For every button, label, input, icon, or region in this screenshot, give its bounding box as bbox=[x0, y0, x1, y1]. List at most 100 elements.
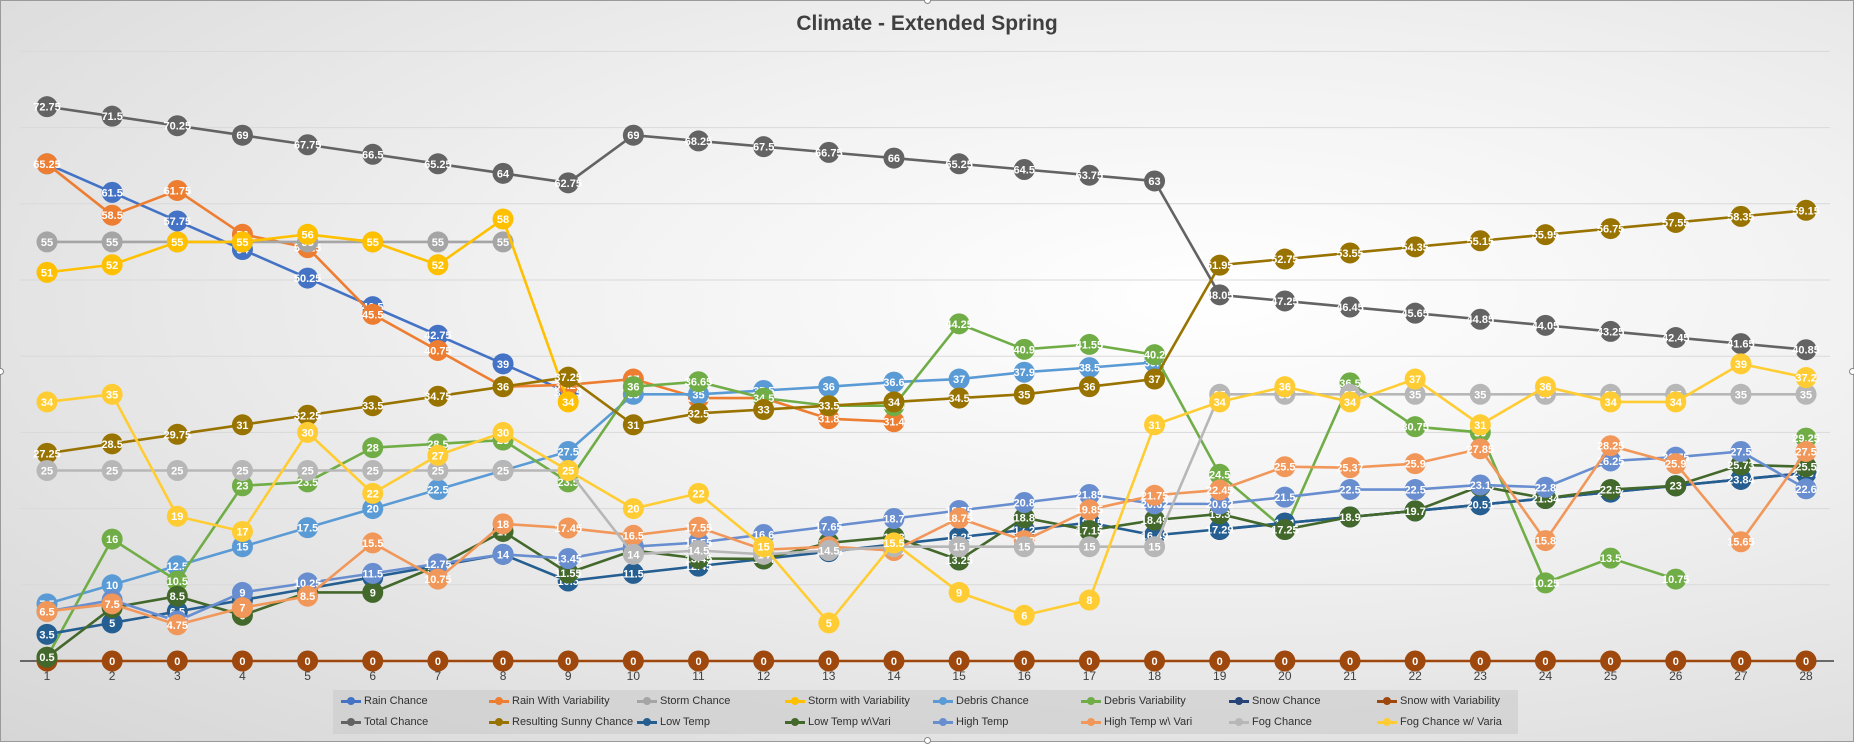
data-point[interactable] bbox=[1339, 457, 1361, 479]
data-point[interactable] bbox=[297, 517, 319, 539]
data-point[interactable] bbox=[753, 136, 775, 158]
data-point[interactable] bbox=[166, 115, 188, 137]
data-point[interactable] bbox=[166, 650, 188, 672]
data-point[interactable] bbox=[688, 482, 709, 504]
data-point[interactable] bbox=[1795, 440, 1817, 462]
data-point[interactable] bbox=[1404, 302, 1426, 324]
data-point[interactable] bbox=[1404, 500, 1426, 522]
data-point[interactable] bbox=[231, 460, 253, 481]
data-point[interactable] bbox=[1404, 479, 1426, 501]
data-point[interactable] bbox=[297, 585, 319, 607]
data-point[interactable] bbox=[557, 391, 579, 413]
data-point[interactable] bbox=[557, 172, 579, 194]
data-point[interactable] bbox=[1730, 353, 1752, 375]
legend-item[interactable]: Low Temp bbox=[637, 716, 710, 728]
data-point[interactable] bbox=[1013, 361, 1035, 383]
data-point[interactable] bbox=[1534, 224, 1556, 246]
data-point[interactable] bbox=[948, 313, 970, 335]
data-point[interactable] bbox=[1730, 468, 1752, 490]
data-point[interactable] bbox=[883, 411, 905, 433]
data-point[interactable] bbox=[1795, 650, 1817, 672]
data-point[interactable] bbox=[948, 581, 970, 603]
data-point[interactable] bbox=[1274, 290, 1296, 312]
data-point[interactable] bbox=[297, 460, 319, 481]
data-point[interactable] bbox=[166, 231, 188, 253]
data-point[interactable] bbox=[1469, 230, 1491, 252]
data-point[interactable] bbox=[622, 543, 644, 565]
data-point[interactable] bbox=[166, 505, 188, 527]
data-point[interactable] bbox=[101, 460, 123, 481]
data-point[interactable] bbox=[1534, 572, 1556, 594]
data-point[interactable] bbox=[166, 179, 188, 201]
data-point[interactable] bbox=[1469, 383, 1491, 405]
data-point[interactable] bbox=[1274, 486, 1296, 508]
data-point[interactable] bbox=[427, 650, 449, 672]
data-point[interactable] bbox=[362, 460, 384, 481]
data-point[interactable] bbox=[1339, 650, 1361, 672]
legend-item[interactable]: Snow Chance bbox=[1229, 695, 1321, 707]
legend-item[interactable]: Resulting Sunny Chance bbox=[489, 716, 633, 728]
data-point[interactable] bbox=[1209, 463, 1231, 485]
legend-item[interactable]: Storm with Variability bbox=[785, 695, 910, 707]
data-point[interactable] bbox=[1078, 333, 1100, 355]
legend-item[interactable]: High Temp w\ Vari bbox=[1081, 716, 1192, 728]
data-point[interactable] bbox=[1600, 320, 1622, 342]
data-point[interactable] bbox=[1144, 414, 1166, 436]
data-point[interactable] bbox=[492, 353, 514, 375]
data-point[interactable] bbox=[427, 385, 449, 407]
data-point[interactable] bbox=[1730, 205, 1752, 227]
data-point[interactable] bbox=[1795, 339, 1817, 361]
data-point[interactable] bbox=[297, 223, 319, 245]
data-point[interactable] bbox=[1209, 391, 1231, 413]
data-point[interactable] bbox=[362, 143, 384, 165]
data-point[interactable] bbox=[1339, 296, 1361, 318]
data-point[interactable] bbox=[1078, 589, 1100, 611]
data-point[interactable] bbox=[101, 181, 123, 203]
data-point[interactable] bbox=[557, 548, 579, 570]
data-point[interactable] bbox=[753, 650, 775, 672]
legend-item[interactable]: Snow with Variability bbox=[1377, 695, 1500, 707]
data-point[interactable] bbox=[362, 498, 384, 520]
data-point[interactable] bbox=[557, 650, 579, 672]
data-point[interactable] bbox=[1534, 650, 1556, 672]
data-point[interactable] bbox=[297, 404, 319, 426]
data-point[interactable] bbox=[1339, 391, 1361, 413]
data-point[interactable] bbox=[818, 395, 840, 417]
data-point[interactable] bbox=[1600, 650, 1622, 672]
data-point[interactable] bbox=[492, 376, 514, 398]
data-point[interactable] bbox=[948, 387, 970, 409]
data-point[interactable] bbox=[101, 383, 123, 405]
data-point[interactable] bbox=[1469, 414, 1491, 436]
data-point[interactable] bbox=[557, 517, 579, 539]
data-point[interactable] bbox=[1795, 367, 1817, 389]
data-point[interactable] bbox=[883, 532, 905, 554]
legend-item[interactable]: Rain Chance bbox=[341, 695, 428, 707]
data-point[interactable] bbox=[818, 141, 840, 163]
data-point[interactable] bbox=[1534, 376, 1556, 398]
data-point[interactable] bbox=[1144, 536, 1166, 558]
data-point[interactable] bbox=[231, 597, 253, 619]
data-point[interactable] bbox=[948, 650, 970, 672]
data-point[interactable] bbox=[492, 543, 514, 565]
data-point[interactable] bbox=[427, 324, 449, 346]
data-point[interactable] bbox=[883, 650, 905, 672]
data-point[interactable] bbox=[1144, 484, 1166, 506]
data-point[interactable] bbox=[948, 536, 970, 558]
data-point[interactable] bbox=[818, 540, 840, 562]
data-point[interactable] bbox=[427, 231, 449, 253]
data-point[interactable] bbox=[883, 147, 905, 169]
resize-handle-right[interactable] bbox=[1849, 368, 1854, 375]
data-point[interactable] bbox=[1078, 499, 1100, 521]
data-point[interactable] bbox=[166, 614, 188, 636]
data-point[interactable] bbox=[427, 460, 449, 481]
data-point[interactable] bbox=[1665, 391, 1687, 413]
resize-handle-top[interactable] bbox=[924, 0, 931, 4]
data-point[interactable] bbox=[231, 536, 253, 558]
data-point[interactable] bbox=[1078, 357, 1100, 379]
legend-item[interactable]: Total Chance bbox=[341, 716, 428, 728]
data-point[interactable] bbox=[1339, 479, 1361, 501]
data-point[interactable] bbox=[557, 440, 579, 462]
data-point[interactable] bbox=[1600, 391, 1622, 413]
data-point[interactable] bbox=[427, 568, 449, 590]
data-point[interactable] bbox=[1339, 506, 1361, 528]
